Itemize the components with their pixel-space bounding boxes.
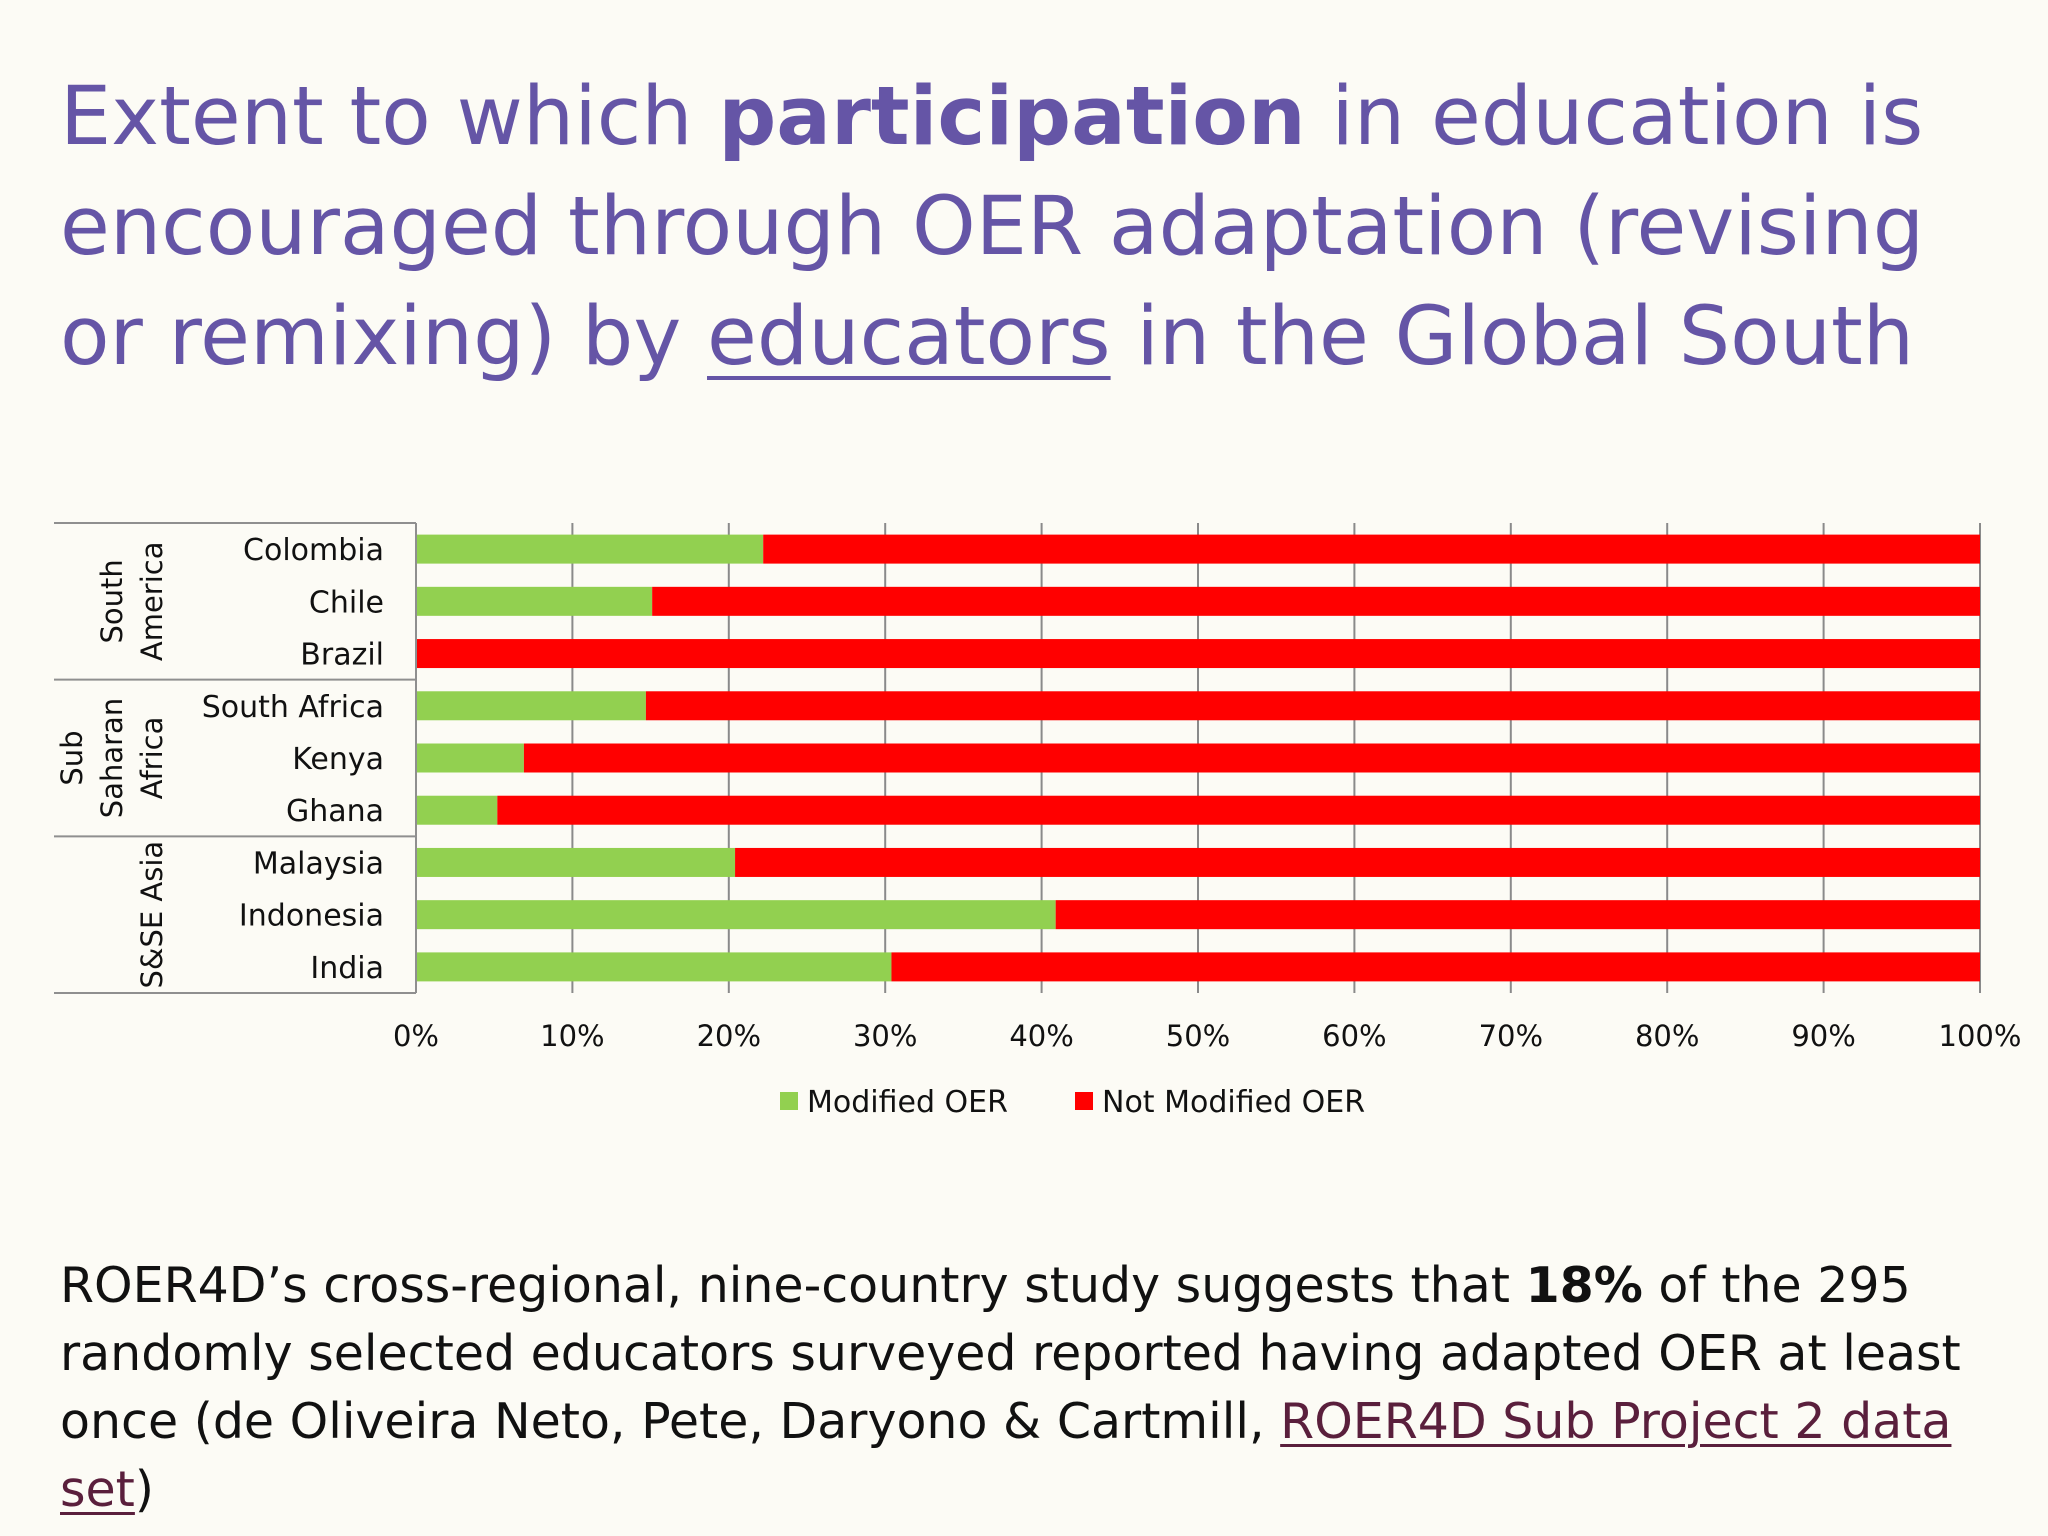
title-text-1: Extent to which xyxy=(60,70,719,164)
x-tick-label: 0% xyxy=(393,1019,439,1053)
bar-not-modified xyxy=(652,586,1980,616)
bar-not-modified xyxy=(416,639,1980,669)
category-label: South Africa xyxy=(202,690,384,725)
category-label: Colombia xyxy=(243,533,384,568)
caption: ROER4D’s cross-regional, nine-country st… xyxy=(60,1252,2020,1524)
caption-text-3: ) xyxy=(134,1461,155,1518)
x-tick-label: 40% xyxy=(1009,1019,1073,1053)
title-text-3: in the Global South xyxy=(1110,290,1915,384)
group-label: Africa xyxy=(135,717,169,800)
dataset-link[interactable]: ROER4D Sub Project 2 data set xyxy=(60,1393,1952,1518)
bar-modified xyxy=(416,691,646,721)
x-tick-label: 10% xyxy=(540,1019,604,1053)
bar-not-modified xyxy=(763,534,1980,564)
bar-modified xyxy=(416,743,524,773)
bar-not-modified xyxy=(1055,900,1980,930)
bar-not-modified xyxy=(645,691,1981,721)
bar-not-modified xyxy=(735,847,1980,877)
group-label: Sub xyxy=(55,730,89,785)
bar-not-modified xyxy=(497,795,1980,825)
legend-label: Not Modified OER xyxy=(1102,1085,1365,1120)
x-tick-label: 30% xyxy=(853,1019,917,1053)
bar-modified xyxy=(416,795,498,825)
x-tick-label: 20% xyxy=(697,1019,761,1053)
legend-swatch xyxy=(780,1092,798,1110)
category-label: India xyxy=(310,951,384,986)
x-tick-label: 70% xyxy=(1479,1019,1543,1053)
category-label: Indonesia xyxy=(239,899,384,934)
caption-emphasis-percent: 18% xyxy=(1525,1257,1643,1314)
caption-text-1: ROER4D’s cross-regional, nine-country st… xyxy=(60,1257,1526,1314)
group-label: Saharan xyxy=(95,698,129,818)
group-label: America xyxy=(135,542,169,662)
category-label: Chile xyxy=(309,585,384,620)
title-text-2: in education is encouraged through OER a… xyxy=(60,70,1925,384)
group-label: South xyxy=(95,559,129,643)
bar-not-modified xyxy=(891,952,1980,982)
x-tick-label: 60% xyxy=(1322,1019,1386,1053)
x-tick-label: 80% xyxy=(1635,1019,1699,1053)
category-label: Brazil xyxy=(300,638,384,673)
category-label: Ghana xyxy=(286,794,384,829)
bar-modified xyxy=(416,534,764,564)
caption-text-2: of the 295 randomly selected educators s… xyxy=(60,1257,1961,1450)
bar-modified xyxy=(416,847,736,877)
title-emphasis-educators: educators xyxy=(707,290,1111,384)
x-tick-label: 50% xyxy=(1166,1019,1230,1053)
category-label: Kenya xyxy=(292,742,384,777)
bar-modified xyxy=(416,586,653,616)
category-label: Malaysia xyxy=(253,846,384,881)
bar-modified xyxy=(416,900,1056,930)
x-tick-label: 100% xyxy=(1939,1019,2022,1053)
slide-title: Extent to which participation in educati… xyxy=(60,62,2020,392)
bar-modified xyxy=(416,952,892,982)
title-emphasis-participation: participation xyxy=(718,70,1306,164)
bar-not-modified xyxy=(523,743,1980,773)
legend-label: Modified OER xyxy=(807,1085,1008,1120)
group-label: S&SE Asia xyxy=(135,841,169,989)
legend-swatch xyxy=(1075,1092,1093,1110)
x-tick-label: 90% xyxy=(1791,1019,1855,1053)
